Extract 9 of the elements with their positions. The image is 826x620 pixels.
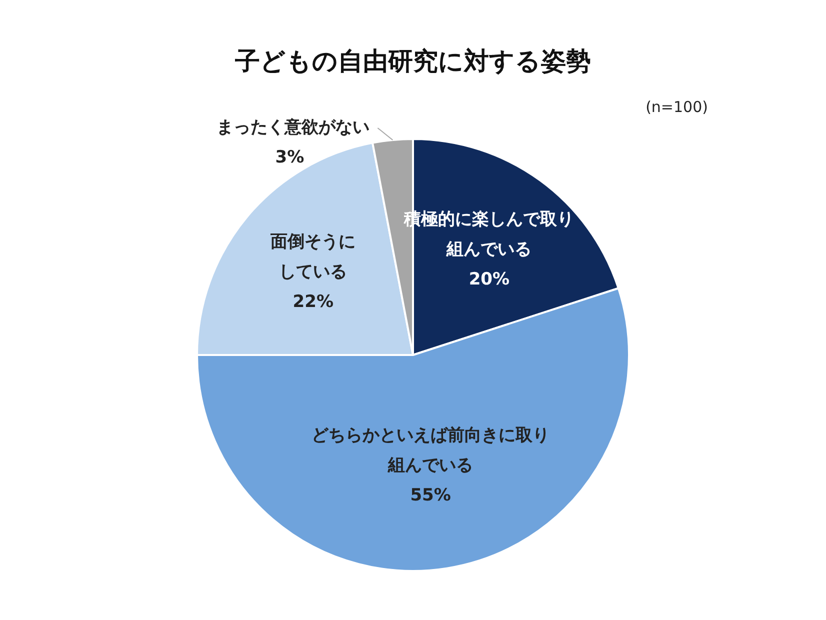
text: (n=100) [646,98,708,116]
chart-title: 子どもの自由研究に対する姿勢 [234,46,591,76]
slice-label: どちらかといえば前向きに取り組んでいる [312,425,550,476]
data-label: 55% [410,485,451,506]
data-label: 22% [292,292,334,312]
data-label: 3% [275,147,304,168]
slice-label: まったく意欲がない [216,117,370,138]
slice-label: 面倒そうにしている [270,232,356,282]
data-label: 20% [468,270,510,290]
